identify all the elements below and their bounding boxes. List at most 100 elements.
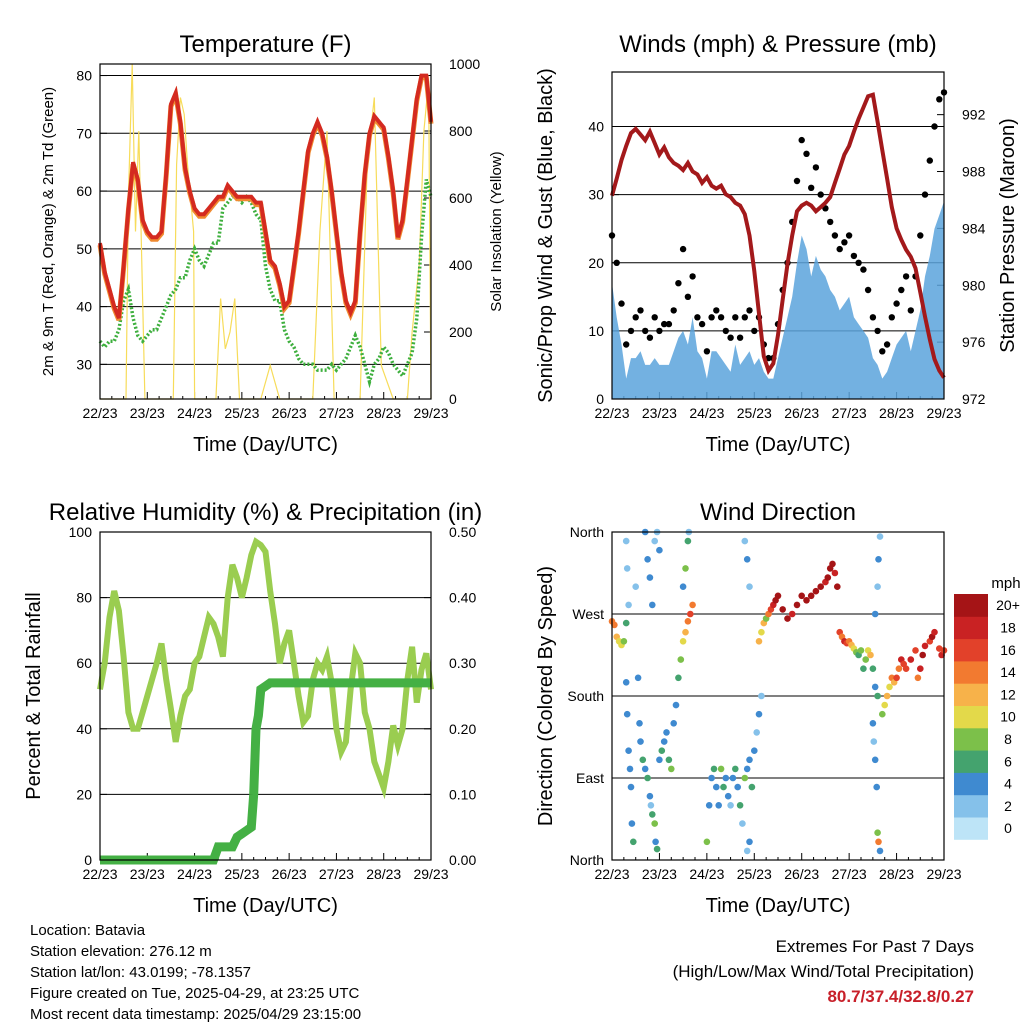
wind-direction-point: [623, 565, 631, 572]
gust-point: [879, 348, 886, 355]
wind-direction-point: [689, 601, 696, 609]
x-tick-label: 23/23: [130, 405, 165, 421]
wind-direction-point: [679, 583, 687, 590]
x-tick-label: 28/23: [879, 405, 914, 421]
wind-direction-chart: Wind Direction 22/23 23/23 24/23 25/23 26/23 2…: [535, 499, 962, 917]
x-tick-label: 25/23: [224, 866, 259, 882]
wind-direction-point: [639, 756, 647, 764]
y2-tick-label: 0: [449, 391, 457, 407]
wind-direction-point: [628, 820, 636, 827]
wind-direction-point: [713, 783, 720, 791]
wind-direction-point: [746, 838, 753, 846]
y-tick-label: 30: [588, 187, 604, 203]
gust-point: [827, 218, 834, 226]
wind-direction-point: [871, 610, 879, 618]
chart-title: Winds (mph) & Pressure (mb): [619, 31, 936, 58]
colorbar-label: 16: [1000, 642, 1016, 658]
gust-point: [727, 334, 734, 341]
wind-direction-point: [641, 765, 649, 773]
wind-direction-point: [788, 610, 796, 618]
station-info: Location: Batavia Station elevation: 276…: [30, 920, 361, 1025]
wind-direction-point: [874, 692, 881, 700]
y2-tick-label: 988: [962, 164, 986, 180]
colorbar-label: 12: [1000, 686, 1016, 702]
x-tick-label: 23/23: [642, 866, 677, 882]
gust-point: [888, 314, 895, 321]
x-tick-label: 29/23: [413, 405, 448, 421]
gust-point: [679, 245, 687, 253]
wind-direction-point: [682, 565, 689, 572]
gust-point: [902, 273, 910, 280]
wind-direction-point: [874, 583, 881, 590]
wind-direction-point: [857, 647, 865, 654]
y-tick-label: 0: [596, 391, 604, 407]
x-tick-label: 26/23: [784, 405, 819, 421]
chart-title: Wind Direction: [700, 499, 856, 526]
wind-direction-point: [914, 674, 922, 682]
plot-frame: [99, 531, 432, 861]
wind-direction-point: [921, 642, 929, 650]
colorbar-unit-label: mph: [991, 575, 1020, 592]
extremes-subtitle: (High/Low/Max Wind/Total Precipitation): [672, 962, 974, 981]
wind-direction-point: [834, 583, 841, 590]
gust-point: [736, 334, 744, 341]
y2-tick-label: 1000: [449, 56, 480, 72]
gust-point: [836, 245, 843, 253]
x-tick-label: 27/23: [319, 405, 354, 421]
wind-direction-point: [774, 592, 782, 600]
pressure-line: [610, 92, 946, 379]
elevation-text: Station elevation: 276.12 m: [30, 943, 212, 960]
wind-direction-point: [748, 783, 756, 791]
wind-direction-point: [658, 747, 666, 754]
x-tick-label: 26/23: [272, 405, 307, 421]
gust-point: [698, 320, 706, 328]
wind-direction-point: [743, 765, 751, 773]
wind-direction-point: [831, 569, 839, 577]
gust-point: [618, 300, 625, 307]
x-tick-label: 27/23: [832, 866, 867, 882]
y2-tick-label: 0.30: [449, 655, 476, 671]
y2-tick-label: 600: [449, 190, 473, 206]
wind-direction-point: [746, 756, 753, 764]
x-tick-label: 22/23: [82, 866, 117, 882]
y-tick-label: North: [570, 852, 604, 868]
wind-direction-point: [684, 618, 692, 625]
wind-direction-point: [660, 738, 668, 745]
y-tick-label: 40: [588, 119, 604, 135]
wind-direction-point: [729, 774, 737, 782]
wind-direction-point: [637, 738, 644, 745]
plot-frame: [99, 63, 432, 400]
x-tick-label: 24/23: [689, 866, 724, 882]
gust-point: [694, 314, 701, 321]
gust-point: [741, 314, 748, 321]
extremes-title: Extremes For Past 7 Days: [775, 937, 974, 956]
wind-direction-point: [644, 774, 651, 782]
wind-direction-point: [703, 838, 711, 846]
y-tick-label: 20: [76, 786, 92, 802]
x-tick-label: 25/23: [737, 866, 772, 882]
wind-direction-point: [646, 574, 654, 581]
wind-direction-point: [651, 537, 658, 545]
gust-point: [642, 327, 649, 335]
wind-direction-point: [871, 683, 879, 691]
wind-direction-point: [653, 845, 661, 853]
wind-direction-point: [724, 792, 732, 800]
y-tick-label: West: [572, 606, 604, 622]
y-tick-label: 20: [588, 255, 604, 271]
extremes-values: 80.7/37.4/32.8/0.27: [827, 987, 974, 1006]
x-tick-label: 25/23: [224, 405, 259, 421]
plot-frame: [611, 531, 945, 861]
y2-tick-label: 0.40: [449, 590, 476, 606]
wind-direction-point: [758, 628, 765, 636]
x-tick-label: 26/23: [272, 866, 307, 882]
wind-direction-point: [649, 601, 656, 609]
wind-direction-point: [919, 651, 926, 659]
colorbar-swatch: [954, 594, 988, 617]
wind-direction-point: [727, 802, 734, 809]
wind-direction-point: [751, 747, 758, 754]
colorbar-swatch: [954, 616, 988, 640]
wind-direction-point: [798, 592, 805, 600]
y-tick-label: 0: [84, 852, 92, 868]
wind-direction-point: [627, 783, 635, 791]
wind-direction-point: [687, 610, 694, 618]
